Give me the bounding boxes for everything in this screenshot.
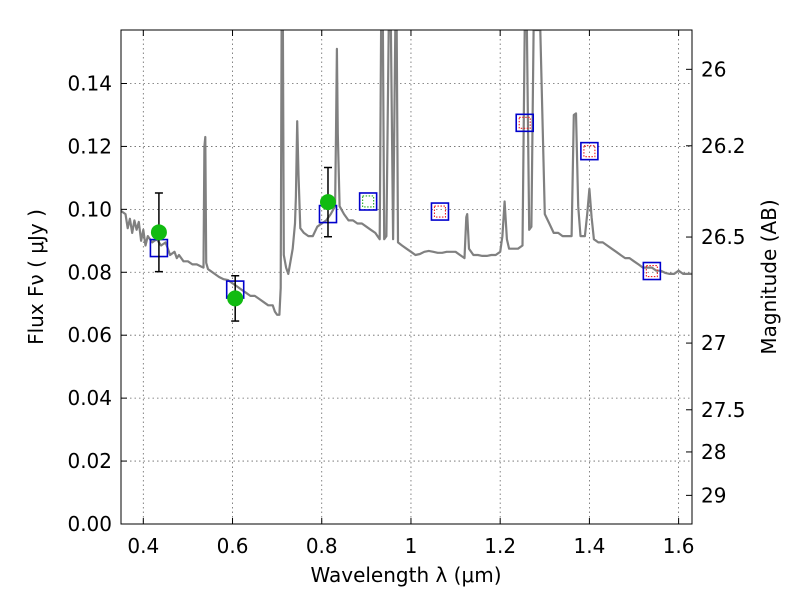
y-tick-label: 0.06 [67,323,112,347]
observed-point [319,194,336,211]
y-tick-label: 0.02 [67,449,112,473]
tick-layer: 0.4 0.6 0.8 1 1.2 1.4 1.6 0.00 0.02 0.04 0.06 0.08 0… [67,30,746,558]
right-tick-label: 26 [701,57,726,81]
y-tick-label: 0.12 [67,134,112,158]
plot-frame [120,29,693,525]
right-tick-label: 26.2 [701,134,746,158]
right-tick-label: 27 [701,331,726,355]
inner-box [518,116,531,129]
model-box [515,113,535,133]
y-axis-label: Flux Fν ( μJy ) [24,209,48,345]
spectrum-layer [121,30,692,316]
x-tick-label: 1.4 [573,534,605,558]
model-box [358,192,378,211]
right-tick-label: 29 [701,483,726,507]
y-tick-label: 0.08 [67,260,112,284]
right-tick-label: 27.5 [701,398,746,422]
observed-point [227,290,244,307]
model-box [580,141,599,161]
right-tick-label: 28 [701,440,726,464]
inner-box [645,264,658,278]
right-axis-label: Magnitude (AB) [757,199,781,354]
y-tick-label: 0.04 [67,386,112,410]
model-box [430,202,450,221]
right-tick-label: 26.5 [701,225,746,249]
grid-layer [121,30,692,524]
inner-box [433,205,447,218]
x-tick-label: 1.2 [484,534,516,558]
y-tick-label: 0.00 [67,512,112,536]
observed-point [150,224,167,241]
marker-layer [149,113,662,322]
x-tick-label: 1.6 [663,534,695,558]
x-tick-label: 0.8 [306,534,338,558]
x-tick-label: 0.6 [217,534,249,558]
inner-box [583,145,596,158]
x-axis-label: Wavelength λ (μm) [310,563,501,587]
y-tick-label: 0.14 [67,71,112,95]
model-box [642,261,662,281]
y-tick-label: 0.10 [67,197,112,221]
x-tick-label: 1 [405,534,418,558]
inner-box [362,195,375,208]
x-tick-label: 0.4 [127,534,159,558]
spectrum-line [121,30,692,316]
